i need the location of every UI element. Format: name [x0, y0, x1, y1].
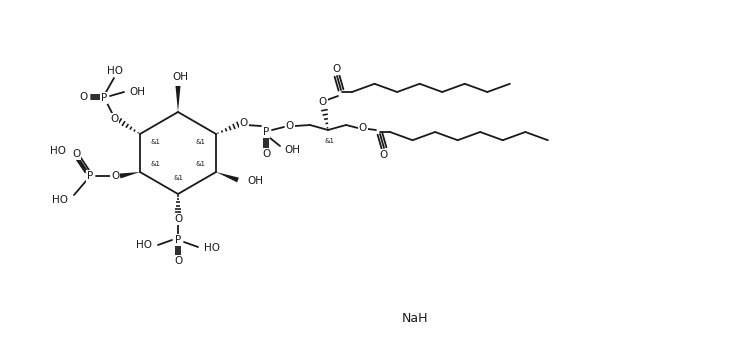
Text: HO: HO: [107, 66, 123, 76]
Text: HO: HO: [50, 146, 66, 156]
Text: O: O: [111, 171, 119, 181]
Text: O: O: [72, 149, 80, 159]
Text: O: O: [319, 97, 327, 107]
Text: HO: HO: [204, 243, 220, 253]
Text: O: O: [263, 149, 271, 159]
Polygon shape: [176, 86, 181, 112]
Text: P: P: [175, 235, 181, 245]
Text: O: O: [359, 123, 367, 133]
Text: P: P: [263, 127, 269, 137]
Text: NaH: NaH: [402, 311, 428, 324]
Text: O: O: [333, 64, 341, 74]
Text: OH: OH: [247, 176, 263, 186]
Polygon shape: [216, 172, 239, 183]
Text: O: O: [79, 92, 87, 102]
Text: P: P: [87, 171, 93, 181]
Text: O: O: [174, 214, 182, 224]
Text: O: O: [286, 121, 294, 131]
Text: &1: &1: [173, 175, 183, 181]
Text: HO: HO: [136, 240, 152, 250]
Text: &1: &1: [150, 139, 160, 145]
Text: &1: &1: [196, 139, 206, 145]
Text: O: O: [174, 256, 182, 266]
Text: O: O: [240, 118, 248, 128]
Text: OH: OH: [284, 145, 300, 155]
Text: &1: &1: [196, 161, 206, 167]
Text: OH: OH: [129, 87, 145, 97]
Polygon shape: [120, 172, 140, 179]
Text: O: O: [110, 114, 118, 124]
Text: &1: &1: [325, 138, 335, 144]
Text: OH: OH: [172, 72, 188, 82]
Text: O: O: [380, 150, 388, 160]
Text: &1: &1: [150, 161, 160, 167]
Text: P: P: [101, 93, 107, 103]
Text: HO: HO: [52, 195, 68, 205]
